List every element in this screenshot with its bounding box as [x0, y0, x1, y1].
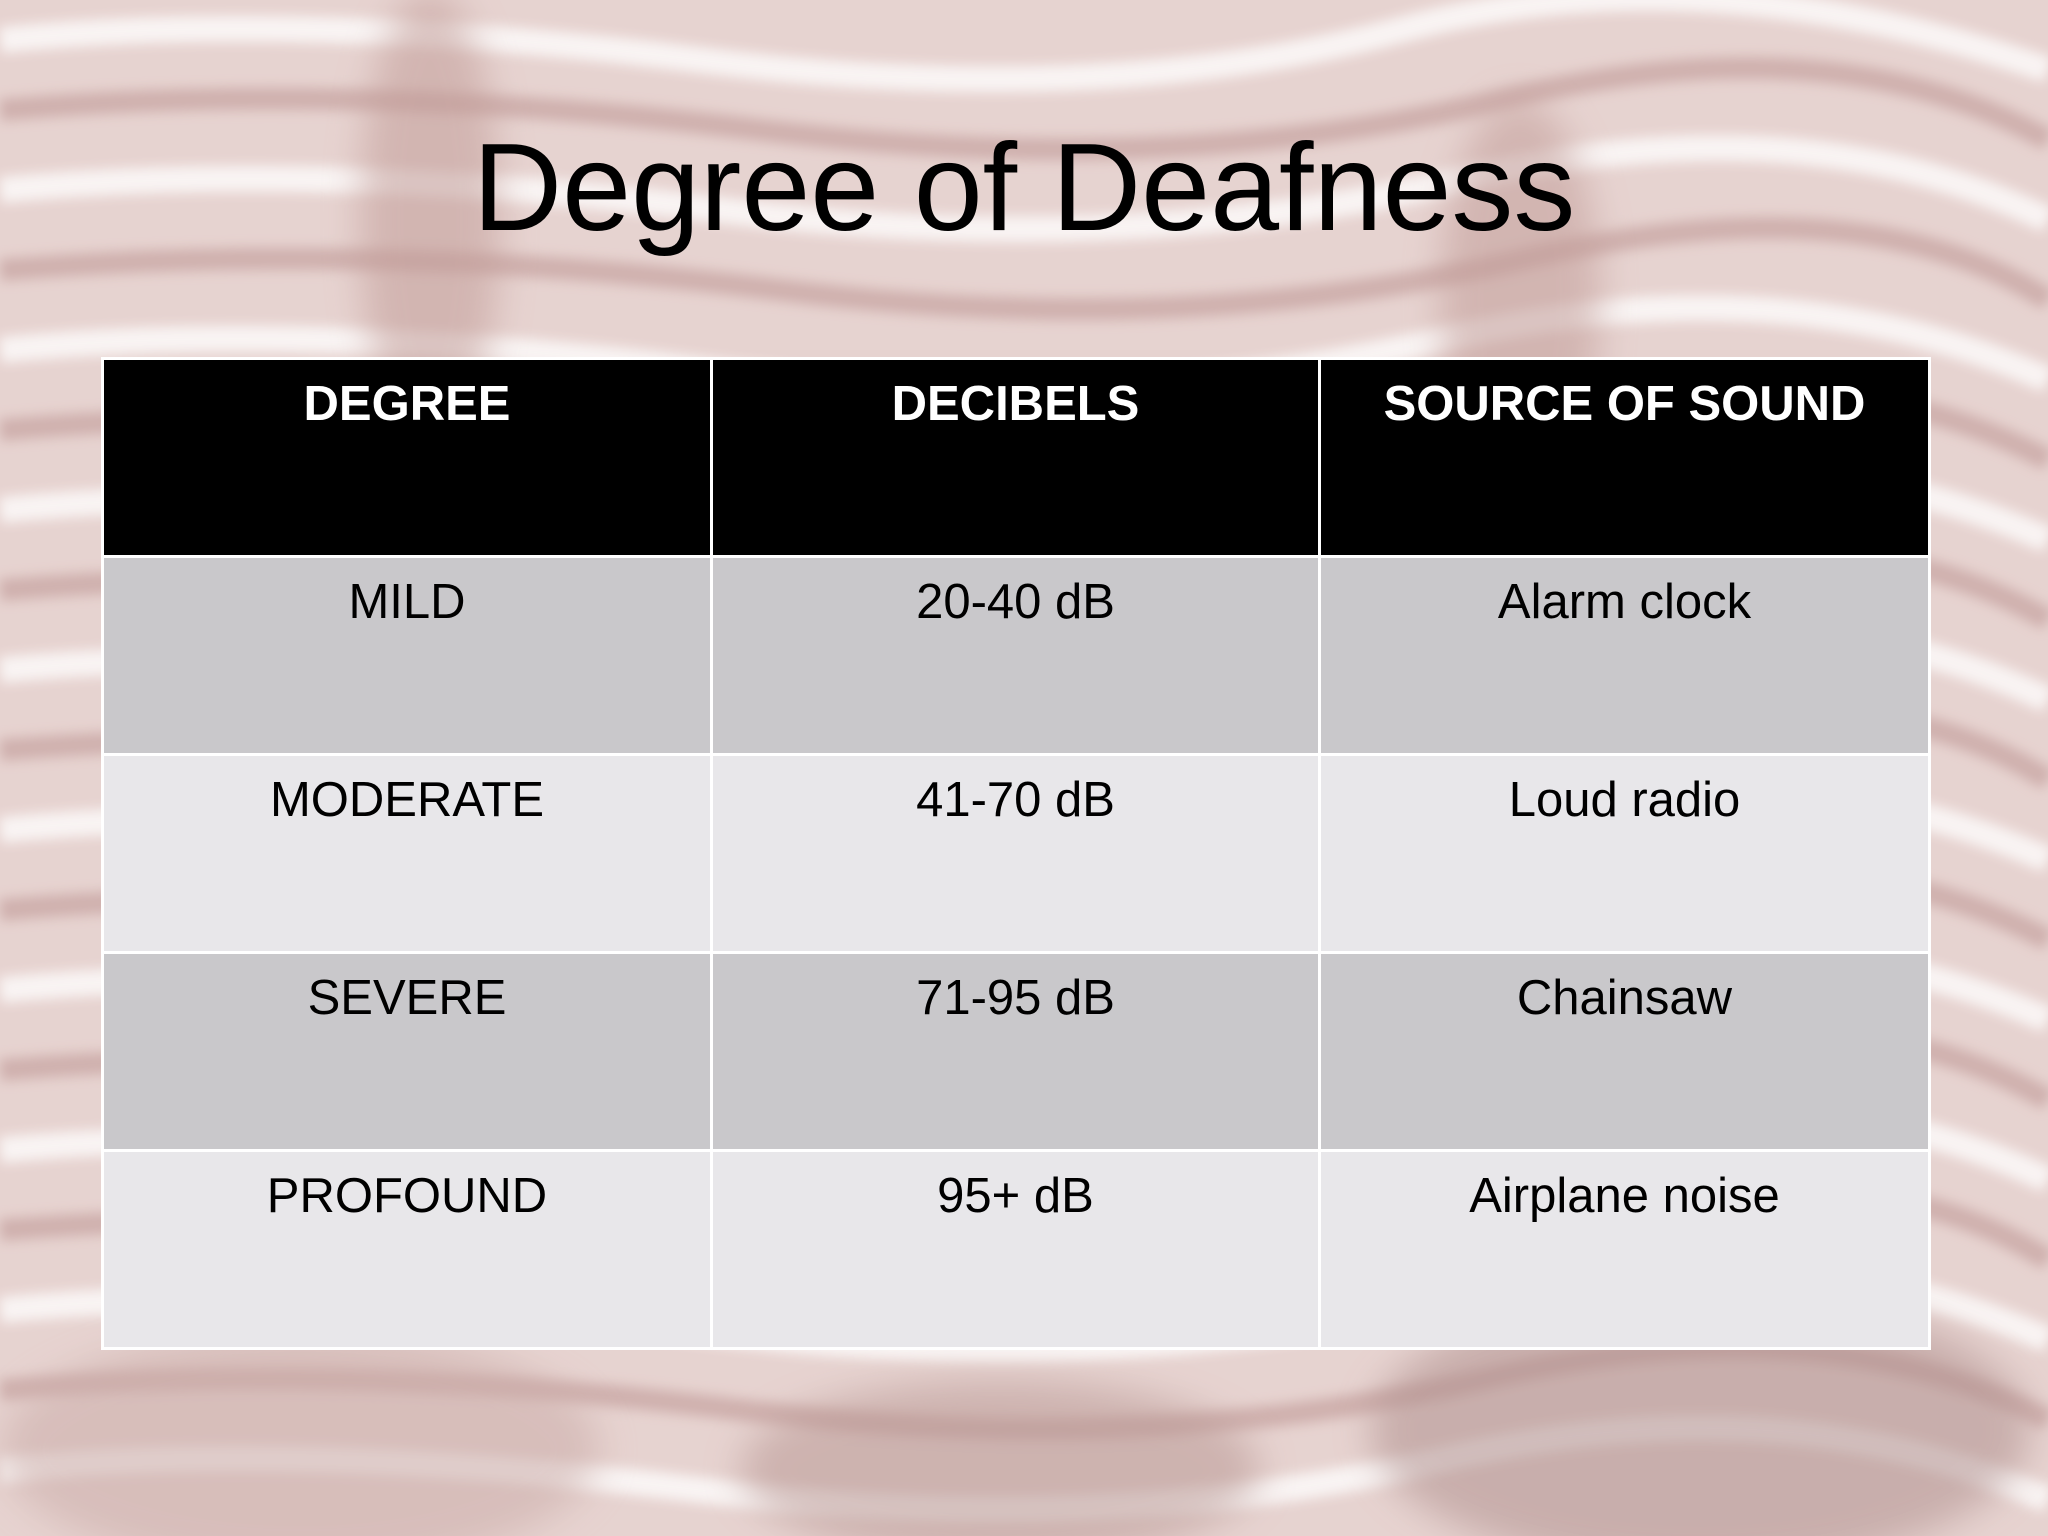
table-row: MODERATE 41-70 dB Loud radio	[101, 753, 1931, 954]
table-header-row: DEGREE DECIBELS SOURCE OF SOUND	[101, 357, 1931, 558]
header-decibels: DECIBELS	[710, 357, 1321, 558]
slide-title: Degree of Deafness	[472, 119, 1576, 257]
cell-degree: MILD	[101, 555, 713, 756]
cell-source: Alarm clock	[1318, 555, 1931, 756]
table-row: SEVERE 71-95 dB Chainsaw	[101, 951, 1931, 1152]
cell-source: Chainsaw	[1318, 951, 1931, 1152]
cell-decibels: 41-70 dB	[710, 753, 1321, 954]
cell-source: Loud radio	[1318, 753, 1931, 954]
cell-decibels: 20-40 dB	[710, 555, 1321, 756]
cell-source: Airplane noise	[1318, 1149, 1931, 1350]
cell-decibels: 71-95 dB	[710, 951, 1321, 1152]
header-source-of-sound: SOURCE OF SOUND	[1318, 357, 1931, 558]
header-degree: DEGREE	[101, 357, 713, 558]
deafness-table: DEGREE DECIBELS SOURCE OF SOUND MILD 20-…	[101, 357, 1931, 1350]
cell-decibels: 95+ dB	[710, 1149, 1321, 1350]
table-row: PROFOUND 95+ dB Airplane noise	[101, 1149, 1931, 1350]
cell-degree: MODERATE	[101, 753, 713, 954]
cell-degree: PROFOUND	[101, 1149, 713, 1350]
table-row: MILD 20-40 dB Alarm clock	[101, 555, 1931, 756]
cell-degree: SEVERE	[101, 951, 713, 1152]
